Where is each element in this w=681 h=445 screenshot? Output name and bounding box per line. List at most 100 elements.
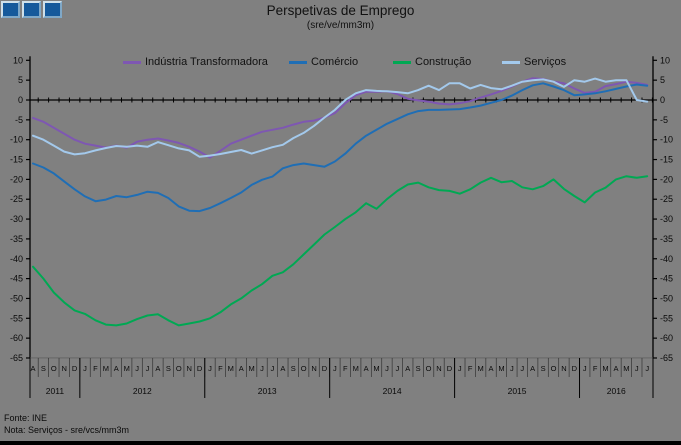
legend-swatch-servicos [502, 60, 520, 64]
svg-text:-20: -20 [660, 174, 673, 184]
legend-label-industria: Indústria Transformadora [145, 56, 268, 68]
chart-legend: Indústria Transformadora Comércio Constr… [0, 56, 681, 68]
svg-text:N: N [561, 364, 566, 373]
svg-text:J: J [458, 364, 462, 373]
svg-text:D: D [72, 364, 78, 373]
svg-text:-25: -25 [10, 194, 23, 204]
svg-text:-60: -60 [10, 333, 23, 343]
chart-title: Perspetivas de Emprego [266, 3, 415, 18]
svg-text:2016: 2016 [607, 386, 626, 396]
svg-text:-65: -65 [10, 353, 23, 363]
svg-text:10: 10 [13, 55, 23, 65]
svg-text:-20: -20 [10, 174, 23, 184]
svg-text:J: J [385, 364, 389, 373]
svg-text:S: S [416, 364, 421, 373]
svg-text:F: F [593, 364, 598, 373]
logo-square-icon [1, 1, 20, 18]
svg-text:J: J [146, 364, 150, 373]
svg-text:-30: -30 [10, 214, 23, 224]
svg-text:M: M [602, 364, 608, 373]
three-squares-logo [1, 1, 62, 18]
svg-text:J: J [135, 364, 139, 373]
svg-text:10: 10 [660, 55, 670, 65]
svg-text:D: D [572, 364, 578, 373]
svg-text:D: D [447, 364, 453, 373]
series-line-comércio [32, 82, 649, 213]
svg-text:S: S [541, 364, 546, 373]
series-line-construção [32, 175, 649, 327]
svg-text:M: M [248, 364, 254, 373]
svg-text:-45: -45 [660, 274, 673, 284]
svg-text:S: S [41, 364, 46, 373]
svg-text:A: A [405, 364, 410, 373]
svg-text:M: M [353, 364, 359, 373]
svg-text:A: A [613, 364, 618, 373]
svg-text:5: 5 [18, 75, 23, 85]
x-axis-year-labels: 2011 2012 2013 2014 2015 2016 [29, 357, 654, 398]
svg-text:M: M [478, 364, 484, 373]
svg-text:-30: -30 [660, 214, 673, 224]
y-axis-labels: 10 10 5 5 0 0 -5 -5 -10 -10 -15 -15 -20 -20 -25 -25 -30 -… [10, 55, 673, 363]
svg-text:F: F [468, 364, 473, 373]
svg-text:-60: -60 [660, 333, 673, 343]
svg-text:2014: 2014 [383, 386, 402, 396]
svg-text:A: A [30, 364, 35, 373]
note-text: Nota: Serviços - sre/vcs/mm3m [4, 425, 130, 435]
svg-text:-55: -55 [660, 313, 673, 323]
svg-text:O: O [426, 364, 432, 373]
svg-text:O: O [51, 364, 57, 373]
svg-text:D: D [322, 364, 328, 373]
svg-text:M: M [498, 364, 504, 373]
svg-text:O: O [176, 364, 182, 373]
svg-text:J: J [520, 364, 524, 373]
svg-text:A: A [489, 364, 494, 373]
svg-text:F: F [218, 364, 223, 373]
svg-text:-35: -35 [10, 234, 23, 244]
svg-text:F: F [93, 364, 98, 373]
svg-text:F: F [343, 364, 348, 373]
svg-text:0: 0 [18, 95, 23, 105]
svg-text:M: M [124, 364, 130, 373]
svg-text:A: A [280, 364, 285, 373]
svg-text:-5: -5 [660, 115, 668, 125]
svg-text:-55: -55 [10, 313, 23, 323]
svg-text:D: D [197, 364, 203, 373]
svg-text:S: S [166, 364, 171, 373]
svg-text:A: A [530, 364, 535, 373]
svg-text:A: A [364, 364, 369, 373]
svg-text:J: J [510, 364, 514, 373]
svg-text:-5: -5 [15, 115, 23, 125]
svg-text:M: M [103, 364, 109, 373]
svg-text:J: J [208, 364, 212, 373]
svg-text:A: A [239, 364, 244, 373]
svg-text:M: M [623, 364, 629, 373]
svg-text:0: 0 [660, 95, 665, 105]
legend-swatch-industria [123, 60, 141, 64]
svg-text:-50: -50 [660, 293, 673, 303]
legend-item-comercio: Comércio [289, 56, 358, 68]
svg-text:2012: 2012 [133, 386, 152, 396]
series-line-serviços [32, 77, 649, 158]
legend-item-servicos: Serviços [502, 56, 566, 68]
legend-label-construcao: Construção [415, 56, 472, 68]
chart-subtitle: (sre/ve/mm3m) [306, 20, 375, 31]
chart-footer: Fonte: INE Nota: Serviços - sre/vcs/mm3m [4, 412, 129, 436]
bottom-bar [0, 441, 681, 445]
svg-text:N: N [436, 364, 441, 373]
svg-text:J: J [271, 364, 275, 373]
legend-item-industria: Indústria Transformadora [123, 56, 268, 68]
svg-text:J: J [395, 364, 399, 373]
svg-text:J: J [635, 364, 639, 373]
svg-text:N: N [62, 364, 67, 373]
svg-text:J: J [333, 364, 337, 373]
svg-text:N: N [311, 364, 316, 373]
svg-text:J: J [645, 364, 649, 373]
svg-text:-35: -35 [660, 234, 673, 244]
source-text: Fonte: INE [4, 413, 48, 423]
svg-text:J: J [583, 364, 587, 373]
logo-square-icon [22, 1, 41, 18]
svg-text:2015: 2015 [508, 386, 527, 396]
